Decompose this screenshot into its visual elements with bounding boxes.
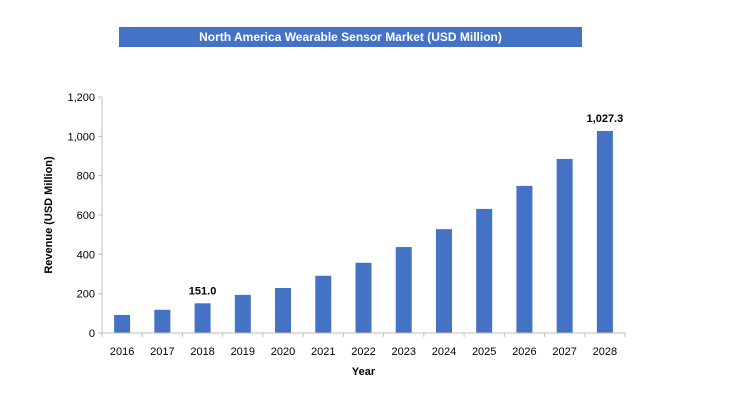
x-tick-label: 2020 xyxy=(271,346,295,358)
bar-2019 xyxy=(234,294,251,333)
data-label-2018: 151.0 xyxy=(189,285,217,297)
y-tick-label: 1,000 xyxy=(67,131,95,143)
data-label-2028: 1,027.3 xyxy=(587,113,624,125)
y-tick-label: 600 xyxy=(77,210,95,222)
x-tick-label: 2021 xyxy=(311,346,335,358)
bar-2016 xyxy=(114,314,131,333)
x-tick-label: 2019 xyxy=(231,346,255,358)
y-tick-label: 0 xyxy=(89,328,95,340)
y-axis-title: Revenue (USD Million) xyxy=(43,156,55,274)
bar-2022 xyxy=(355,262,372,333)
x-tick-label: 2026 xyxy=(512,346,536,358)
bar-2018 xyxy=(194,303,211,333)
y-tick-label: 400 xyxy=(77,249,95,261)
y-tick-label: 200 xyxy=(77,289,95,301)
bar-2026 xyxy=(516,185,533,333)
bar-2027 xyxy=(556,158,573,333)
y-axis-ticks: 0 200 400 600 800 1,000 1,200 xyxy=(67,92,102,340)
x-tick-label: 2024 xyxy=(432,346,456,358)
bar-2025 xyxy=(476,208,493,333)
y-tick-label: 1,200 xyxy=(67,92,95,104)
y-tick-label: 800 xyxy=(77,171,95,183)
bar-2028 xyxy=(596,130,613,333)
x-tick-label: 2018 xyxy=(190,346,214,358)
bar-2021 xyxy=(315,275,332,333)
x-tick-label: 2016 xyxy=(110,346,134,358)
x-axis-title: Year xyxy=(352,366,376,378)
chart-title: North America Wearable Sensor Market (US… xyxy=(119,27,582,47)
x-tick-label: 2023 xyxy=(391,346,415,358)
x-tick-label: 2027 xyxy=(552,346,576,358)
bar-2020 xyxy=(275,287,292,333)
x-tick-label: 2028 xyxy=(593,346,617,358)
x-axis-ticks: 2016 2017 2018 2019 2020 2021 2022 2023 2024 2025… xyxy=(101,333,626,358)
x-tick-label: 2022 xyxy=(351,346,375,358)
x-tick-label: 2025 xyxy=(472,346,496,358)
bars xyxy=(114,130,613,333)
bar-2017 xyxy=(154,309,171,333)
bar-2023 xyxy=(395,247,412,333)
data-labels: 151.0 1,027.3 xyxy=(189,113,623,297)
bar-2024 xyxy=(435,229,452,333)
x-tick-label: 2017 xyxy=(150,346,174,358)
